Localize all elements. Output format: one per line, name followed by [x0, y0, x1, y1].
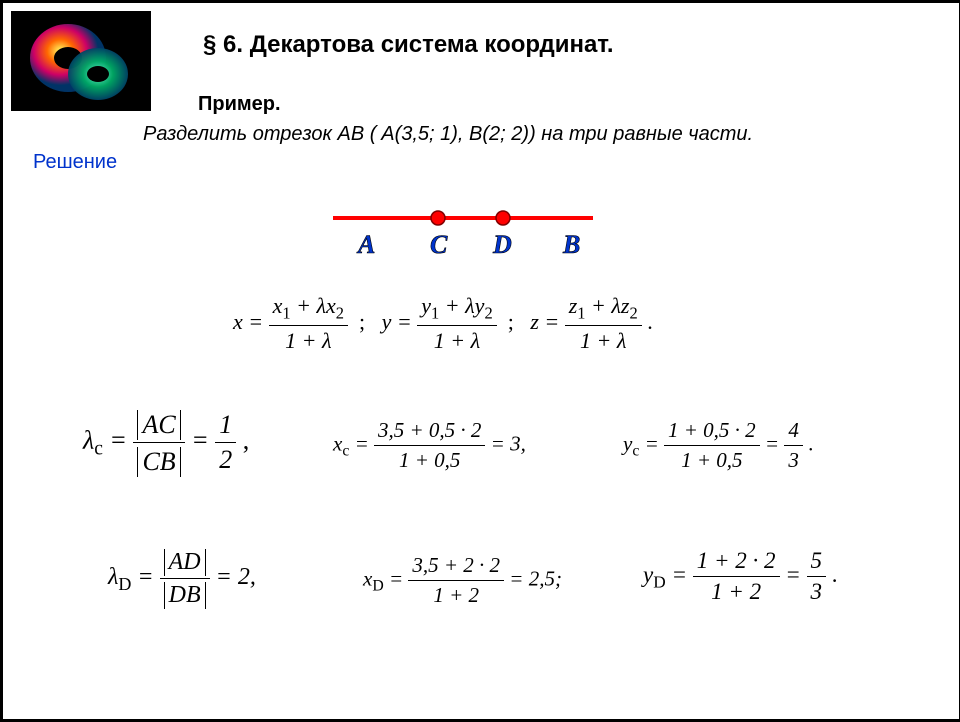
yd-formula: yD = 1 + 2 · 21 + 2 = 53 . [643, 548, 838, 605]
solution-label: Решение [33, 151, 117, 174]
label-D: D [492, 230, 512, 259]
logo-box [11, 11, 151, 111]
example-label: Пример. [198, 93, 281, 116]
lambda-c: λc = ACCB = 12 , [83, 408, 249, 477]
xd-formula: xD = 3,5 + 2 · 21 + 2 = 2,5; [363, 553, 562, 608]
yc-formula: yc = 1 + 0,5 · 21 + 0,5 = 43 . [623, 418, 813, 473]
slide-page: § 6. Декартова система координат. Пример… [0, 0, 960, 722]
main-formulas: x = x1 + λx21 + λ ; y = y1 + λy21 + λ ; … [233, 293, 653, 354]
label-B: B [562, 230, 580, 259]
segment-diagram: A C D B [303, 198, 623, 278]
torus-icon [26, 16, 136, 106]
problem-text: Разделить отрезок AB ( A(3,5; 1), B(2; 2… [143, 123, 753, 146]
section-title: § 6. Декартова система координат. [203, 31, 614, 59]
lambda-d: λD = ADDB = 2, [108, 548, 256, 609]
label-C: C [430, 230, 448, 259]
label-A: A [356, 230, 375, 259]
xc-formula: xc = 3,5 + 0,5 · 21 + 0,5 = 3, [333, 418, 526, 473]
